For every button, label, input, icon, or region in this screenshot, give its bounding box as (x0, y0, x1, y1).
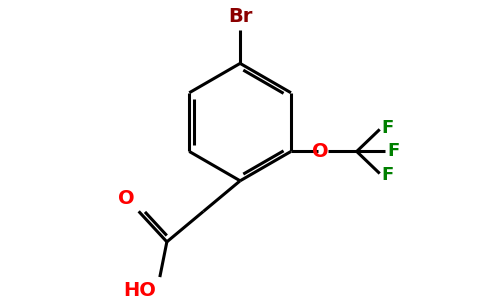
Text: O: O (312, 142, 328, 161)
Text: F: F (387, 142, 399, 160)
Text: F: F (381, 119, 393, 137)
Text: HO: HO (123, 281, 156, 300)
Text: F: F (381, 166, 393, 184)
Text: Br: Br (228, 7, 252, 26)
Text: O: O (118, 189, 135, 208)
